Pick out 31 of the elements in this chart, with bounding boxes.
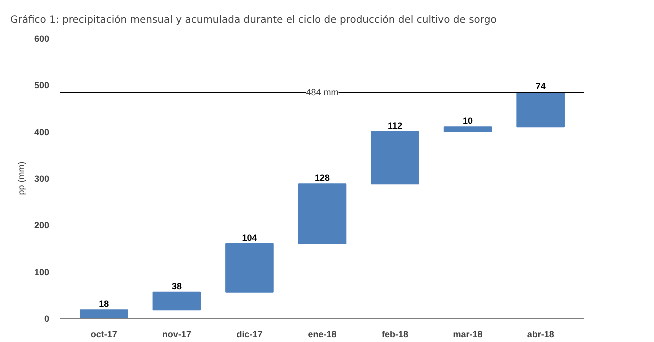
data-label: 38	[172, 281, 182, 292]
x-tick-label: nov-17	[162, 330, 192, 340]
x-tick-label: ene-18	[308, 330, 337, 340]
bar	[152, 292, 202, 311]
x-tick-label: feb-18	[382, 330, 409, 340]
y-axis-title: pp (mm)	[16, 162, 26, 196]
data-label: 112	[388, 120, 403, 131]
x-tick-label: abr-18	[527, 330, 554, 340]
y-tick-label: 0	[44, 314, 50, 324]
bar	[226, 243, 274, 293]
bar	[80, 310, 128, 318]
x-tick-label: dic-17	[236, 330, 263, 340]
data-label: 10	[463, 116, 474, 126]
data-label: 128	[314, 173, 330, 184]
y-tick-label: 500	[34, 80, 50, 91]
x-tick-label: mar-18	[453, 330, 483, 340]
data-label: 74	[536, 82, 546, 92]
data-label: 18	[99, 299, 110, 310]
y-tick-label: 300	[34, 174, 50, 184]
y-tick-label: 200	[34, 220, 50, 231]
chart-title: Gráfico 1: precipitación mensual y acumulada durante el ciclo de producción del cultivo de sorgo	[10, 15, 497, 26]
y-tick-label: 100	[34, 267, 50, 278]
data-label: 104	[242, 232, 258, 243]
bar	[371, 131, 420, 185]
x-tick-label: oct-17	[90, 330, 118, 340]
bar	[444, 126, 492, 132]
y-tick-label: 600	[34, 34, 50, 44]
bar	[516, 92, 565, 128]
y-tick-label: 400	[34, 127, 50, 138]
ref-line-label: 484 mm	[306, 88, 339, 98]
bar	[298, 184, 347, 244]
